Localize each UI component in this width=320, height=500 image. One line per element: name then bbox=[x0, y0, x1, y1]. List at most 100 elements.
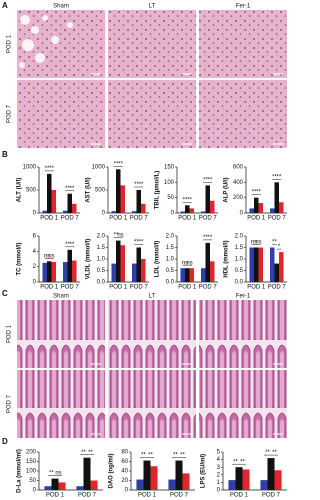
x-tick-label: POD 1 bbox=[109, 285, 128, 291]
column-header: Fer-1 bbox=[236, 4, 251, 10]
y-tick-label: 2 bbox=[33, 264, 37, 270]
y-tick-label: 0.5 bbox=[235, 268, 244, 274]
bar bbox=[111, 263, 116, 282]
histology-image bbox=[199, 370, 287, 438]
bar bbox=[253, 247, 259, 282]
column-header: Sham bbox=[53, 294, 69, 300]
y-tick-label: 0 bbox=[217, 488, 221, 494]
y-tick-label: 4 bbox=[217, 457, 221, 463]
significance-label: ** bbox=[65, 186, 70, 192]
bar bbox=[180, 211, 185, 213]
bar bbox=[143, 460, 151, 490]
bar bbox=[228, 480, 236, 490]
bar bbox=[180, 268, 185, 282]
histology-image bbox=[199, 80, 287, 148]
bar bbox=[136, 247, 142, 282]
y-tick-label: 150 bbox=[164, 165, 175, 171]
bar bbox=[168, 479, 176, 490]
row-label: POD 1 bbox=[7, 324, 13, 343]
x-tick-label: POD 7 bbox=[170, 493, 189, 499]
bar bbox=[115, 169, 121, 213]
x-tick-label: POD 1 bbox=[247, 216, 266, 222]
bar bbox=[258, 203, 264, 213]
bar bbox=[90, 480, 98, 490]
row-label: POD 1 bbox=[7, 34, 13, 53]
histology-image bbox=[108, 10, 196, 78]
bar bbox=[120, 245, 126, 282]
significance-label: ** bbox=[180, 453, 185, 459]
bar bbox=[131, 211, 137, 213]
bar bbox=[269, 247, 275, 282]
y-tick-label: 1.0 bbox=[166, 257, 175, 263]
y-axis-label: ALT (U/l) bbox=[17, 178, 23, 203]
bar bbox=[279, 252, 284, 282]
y-axis-label: LPS (EU/ml) bbox=[201, 454, 207, 488]
y-tick-label: 1 bbox=[217, 480, 221, 486]
bar bbox=[253, 197, 259, 213]
significance-label: ns bbox=[251, 240, 257, 246]
bar bbox=[269, 208, 275, 213]
x-tick-label: POD 7 bbox=[61, 216, 80, 222]
x-tick-label: POD 1 bbox=[247, 285, 266, 291]
y-tick-label: 1000 bbox=[23, 165, 37, 171]
column-header: LT bbox=[149, 4, 156, 10]
y-tick-label: 1.5 bbox=[97, 245, 106, 251]
x-tick-label: POD 1 bbox=[40, 216, 59, 222]
histology-image bbox=[17, 80, 105, 148]
x-tick-label: POD 7 bbox=[61, 285, 80, 291]
significance-label: ** bbox=[45, 166, 50, 172]
bar bbox=[200, 268, 206, 282]
y-tick-label: 50 bbox=[167, 195, 174, 201]
y-tick-label: 0 bbox=[102, 211, 106, 217]
y-tick-label: 1.5 bbox=[166, 245, 175, 251]
x-tick-label: POD 7 bbox=[199, 285, 218, 291]
y-tick-label: 0 bbox=[240, 211, 244, 217]
vacuole bbox=[51, 36, 59, 44]
bar bbox=[62, 210, 68, 213]
bar bbox=[141, 259, 146, 282]
vacuole bbox=[42, 15, 48, 21]
bar bbox=[72, 260, 77, 282]
bar bbox=[42, 262, 47, 282]
significance-label: ns bbox=[255, 240, 261, 246]
significance-label: ** bbox=[49, 166, 54, 172]
bar bbox=[111, 211, 116, 213]
significance-label: ** bbox=[240, 459, 245, 465]
significance-label: ** bbox=[272, 174, 277, 180]
column-header: LT bbox=[149, 294, 156, 300]
x-tick-label: POD 1 bbox=[138, 493, 157, 499]
panel-label: D bbox=[2, 437, 8, 446]
bar bbox=[115, 240, 121, 282]
significance-label: ** bbox=[173, 453, 178, 459]
significance-label: ** bbox=[118, 161, 123, 167]
y-tick-label: 1000 bbox=[92, 165, 106, 171]
significance-label: ** bbox=[272, 240, 277, 246]
y-tick-label: 0 bbox=[33, 280, 37, 286]
x-tick-label: POD 7 bbox=[130, 285, 149, 291]
significance-label: ** bbox=[70, 242, 75, 248]
bar bbox=[51, 190, 57, 213]
significance-label: ** bbox=[233, 459, 238, 465]
y-tick-label: 60 bbox=[121, 459, 128, 465]
significance-label: ** bbox=[49, 471, 54, 477]
vacuole bbox=[31, 26, 39, 34]
y-tick-label: 0.5 bbox=[97, 268, 106, 274]
significance-label: ** bbox=[208, 235, 213, 241]
significance-label: ** bbox=[139, 240, 144, 246]
vacuole bbox=[67, 22, 73, 28]
histology-image bbox=[108, 370, 196, 438]
significance-label: ns bbox=[48, 253, 54, 259]
significance-label: ** bbox=[134, 240, 139, 246]
y-tick-label: 0.5 bbox=[166, 268, 175, 274]
bar bbox=[120, 185, 126, 213]
significance-label: * bbox=[278, 244, 281, 250]
bar bbox=[274, 263, 280, 282]
histology-image bbox=[17, 370, 105, 438]
x-tick-label: POD 1 bbox=[46, 493, 65, 499]
bar bbox=[258, 247, 264, 282]
y-tick-label: 200 bbox=[26, 450, 37, 456]
significance-label: ns bbox=[182, 260, 188, 266]
significance-label: ** bbox=[187, 197, 192, 203]
y-axis-label: HDL (mmol/l) bbox=[224, 240, 230, 277]
